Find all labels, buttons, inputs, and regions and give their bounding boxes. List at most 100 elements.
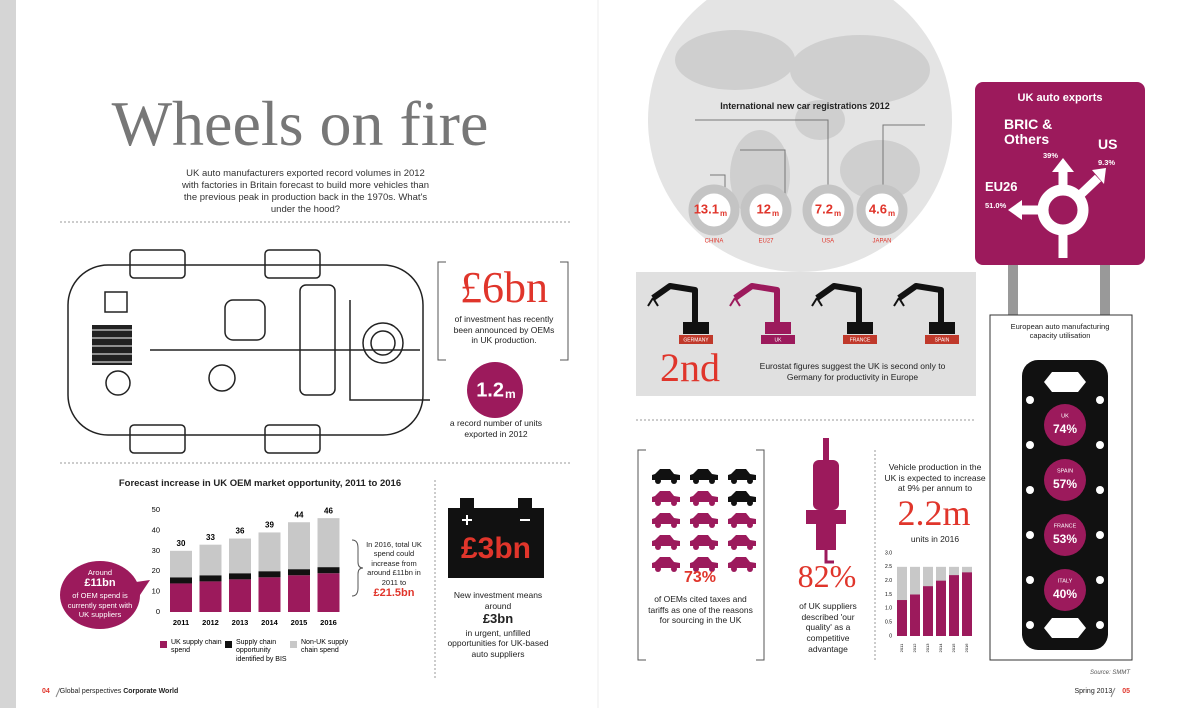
bolt-hole — [1096, 396, 1104, 404]
registration-unit: m — [772, 209, 779, 218]
page-number: 05 — [1122, 688, 1130, 695]
bolt-hole — [1096, 486, 1104, 494]
legend-entry: Supply chain opportunity identified by B… — [236, 639, 296, 679]
footer-right: Spring 2013 05 — [1040, 688, 1130, 697]
title: Wheels on fire — [60, 92, 540, 156]
legend-swatch — [225, 641, 232, 648]
callout-left: Around £11bn of OEM spend is currently s… — [62, 568, 138, 619]
car-wheel — [265, 250, 320, 278]
car-icon-wheel — [655, 544, 661, 550]
cylinder-value: 74% — [1053, 422, 1077, 436]
bolt-hole — [1026, 486, 1034, 494]
battery-highlight: £3bn — [443, 611, 553, 627]
x-tick-label: 2015 — [951, 643, 956, 653]
legend-entry: UK supply chain spend — [171, 639, 231, 679]
car-icon — [728, 491, 756, 502]
cylinder-country: FRANCE — [1054, 523, 1077, 529]
car-icon-wheel — [693, 478, 699, 484]
car-icon-wheel — [655, 522, 661, 528]
x-tick-label: 2012 — [202, 618, 219, 627]
car-icon — [728, 469, 756, 480]
quality-value: 82% — [772, 560, 882, 592]
callout-brace — [352, 540, 363, 596]
car-wheel — [265, 425, 320, 453]
production-intro: Vehicle production in the UK is expected… — [882, 462, 988, 494]
registration-country: CHINA — [705, 239, 724, 245]
units-text: a record number of units exported in 201… — [448, 418, 544, 439]
plug-nut — [806, 510, 846, 524]
cylinder-country: SPAIN — [1057, 468, 1073, 474]
bolt-hole — [1096, 576, 1104, 584]
car-icon-wheel — [731, 544, 737, 550]
bar-segment — [259, 532, 281, 571]
car-wheel — [130, 250, 185, 278]
bar-segment — [200, 581, 222, 612]
bolt-hole — [1026, 576, 1034, 584]
car-icon — [652, 513, 680, 524]
car-icon — [690, 557, 718, 568]
battery-text: New investment means around £3bn in urge… — [443, 590, 553, 659]
robot-country: FRANCE — [850, 337, 871, 343]
sourcing-value: 73% — [640, 568, 760, 588]
car-icon-wheel — [671, 478, 677, 484]
x-tick-label: 2014 — [261, 618, 279, 627]
car-icon-wheel — [671, 500, 677, 506]
robot-country: GERMANY — [683, 337, 709, 343]
legend-swatch — [290, 641, 297, 648]
bar-segment — [318, 518, 340, 567]
callout-right-text: In 2016, total UK spend could increase f… — [364, 540, 424, 587]
cylinder-value: 40% — [1053, 587, 1077, 601]
sign-post — [1008, 260, 1018, 318]
bar-segment — [229, 573, 251, 579]
bolt-hole — [1026, 441, 1034, 449]
continent — [675, 30, 795, 90]
registration-unit: m — [720, 209, 727, 218]
y-tick-label: 0 — [889, 633, 892, 639]
car-icon-wheel — [731, 500, 737, 506]
section: Global perspectives — [60, 688, 121, 695]
car-icon — [728, 557, 756, 568]
car-icon-wheel — [709, 500, 715, 506]
investment-text: of investment has recently been announce… — [450, 314, 558, 346]
car-icon-wheel — [693, 500, 699, 506]
export-name-text: BRIC & Others — [1004, 117, 1059, 146]
battery-terminal — [518, 498, 532, 508]
bar-segment — [170, 577, 192, 583]
x-tick-label: 2011 — [899, 643, 904, 652]
y-tick-label: 0 — [156, 607, 160, 616]
callout-right-amount: £21.5bn — [364, 587, 424, 601]
robot-country: UK — [775, 337, 783, 343]
x-tick-label: 2013 — [232, 618, 249, 627]
car-icon-wheel — [655, 500, 661, 506]
car-box — [105, 292, 127, 312]
car-icon — [690, 491, 718, 502]
export-name: US — [1098, 137, 1168, 173]
legend-label: UK supply chain spend — [171, 639, 231, 656]
bar — [962, 572, 972, 636]
bar-segment — [200, 575, 222, 581]
car-icon — [652, 535, 680, 546]
car-icon-wheel — [747, 544, 753, 550]
bar-segment — [229, 579, 251, 612]
bar-segment — [288, 522, 310, 569]
continent — [790, 35, 930, 105]
battery-pre: New investment means around — [443, 590, 553, 611]
page-edge — [0, 0, 16, 708]
bolt-hole — [1026, 531, 1034, 539]
legend-label: Supply chain opportunity identified by B… — [236, 639, 296, 664]
car-engine — [92, 325, 132, 365]
car-icon — [652, 491, 680, 502]
robot-base — [765, 322, 791, 334]
registration-value: 13.1 — [694, 201, 719, 216]
y-tick-label: 20 — [152, 566, 160, 575]
car-icon-wheel — [731, 522, 737, 528]
registrations-title: International new car registrations 2012 — [690, 101, 920, 112]
car-spare — [363, 323, 403, 363]
x-tick-label: 2013 — [925, 643, 930, 653]
capacity-title: European auto manufacturing capacity uti… — [1002, 322, 1118, 341]
car-spare — [371, 331, 395, 355]
bar-segment — [200, 545, 222, 576]
sign-post — [1100, 260, 1110, 318]
total-label: 36 — [236, 527, 245, 536]
source: Source: SMMT — [1040, 670, 1130, 678]
